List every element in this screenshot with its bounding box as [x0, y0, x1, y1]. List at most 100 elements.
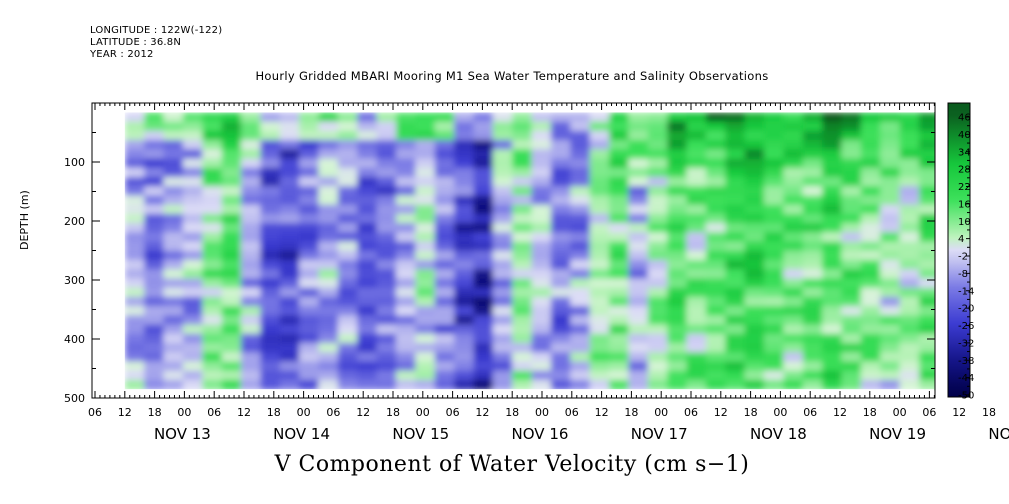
heatmap-cell	[725, 287, 746, 298]
heatmap-cell	[473, 379, 494, 391]
heatmap-cell	[899, 177, 920, 188]
heatmap-cell	[202, 213, 223, 225]
heatmap-cell	[609, 333, 630, 344]
heatmap-cell	[550, 241, 572, 252]
heatmap-cell	[376, 296, 397, 308]
heatmap-cell	[492, 333, 514, 344]
heatmap-cell	[647, 250, 669, 261]
heatmap-cell	[492, 149, 514, 160]
heatmap-cell	[318, 223, 339, 234]
heatmap-cell	[202, 361, 223, 372]
heatmap-cell	[415, 241, 436, 252]
heatmap-cell	[163, 250, 184, 261]
heatmap-cell	[880, 112, 901, 123]
heatmap-cell	[318, 278, 339, 289]
heatmap-cell	[822, 213, 843, 225]
x-tick-label: 18	[148, 406, 162, 419]
heatmap-cell	[550, 379, 572, 391]
heatmap-cell	[667, 177, 688, 188]
heatmap-cell	[241, 130, 262, 142]
heatmap-cell	[124, 223, 146, 234]
heatmap-cell	[919, 186, 935, 197]
heatmap-cell	[163, 130, 184, 142]
heatmap-cell	[802, 130, 824, 142]
heatmap-cell	[337, 315, 359, 326]
heatmap-cell	[182, 112, 204, 123]
heatmap-cell	[705, 149, 727, 160]
heatmap-cell	[899, 315, 920, 326]
heatmap-cell	[744, 379, 765, 391]
colorbar-label: -26	[958, 321, 974, 332]
heatmap-cell	[919, 379, 935, 391]
heatmap-cell	[725, 296, 746, 308]
heatmap-cell	[434, 306, 456, 317]
heatmap-cell	[570, 250, 591, 261]
colorbar: 46 40 34 28 22 16 10 4 -2 -8 -14 -20 -26 -32 -38 -44 -50	[947, 102, 974, 402]
heatmap-cell	[202, 379, 223, 391]
heatmap-cell	[512, 158, 533, 169]
heatmap-cell	[647, 260, 669, 271]
heatmap-cell	[318, 370, 339, 381]
heatmap-cell	[919, 167, 935, 178]
heatmap-cell	[279, 361, 301, 372]
heatmap-cell	[841, 177, 862, 188]
heatmap-cell	[725, 232, 746, 243]
heatmap-cell	[647, 379, 669, 391]
heatmap-cell	[725, 121, 746, 132]
heatmap-cell	[609, 278, 630, 289]
heatmap-cell	[473, 223, 494, 234]
heatmap-cell	[454, 204, 475, 215]
heatmap-cell	[492, 177, 514, 188]
colorbar-label: -20	[958, 304, 974, 315]
heatmap-cell	[144, 241, 165, 252]
heatmap-cell	[822, 306, 843, 317]
heatmap-cell	[318, 186, 339, 197]
heatmap-cell	[899, 149, 920, 160]
x-day-label: NOV 16	[512, 425, 569, 443]
heatmap-cell	[357, 343, 378, 354]
heatmap-cell	[318, 140, 339, 151]
heatmap-cell	[589, 195, 611, 206]
heatmap-cell	[550, 370, 572, 381]
heatmap-cell	[357, 296, 378, 308]
heatmap-cell	[221, 333, 243, 344]
heatmap-cell	[337, 278, 359, 289]
heatmap-cell	[609, 241, 630, 252]
heatmap-cell	[531, 204, 552, 215]
heatmap-cell	[163, 213, 184, 225]
year-label: YEAR : 2012	[90, 49, 154, 60]
heatmap-cell	[570, 361, 591, 372]
heatmap-cell	[202, 177, 223, 188]
heatmap-cell	[337, 333, 359, 344]
x-axis-ticks: 06 12 18 00 06 12 18 00 06 12 18 00 06 12 18 00 06 12 18 00…	[88, 103, 1009, 443]
no-data-region	[93, 389, 934, 397]
heatmap-cell	[531, 232, 552, 243]
heatmap-cell	[589, 232, 611, 243]
heatmap-cell	[880, 296, 901, 308]
heatmap-cell	[686, 352, 707, 363]
heatmap-cell	[376, 379, 397, 391]
heatmap-cell	[822, 232, 843, 243]
heatmap-cell	[454, 324, 475, 335]
heatmap-cell	[357, 269, 378, 280]
heatmap-cell	[337, 223, 359, 234]
heatmap-cell	[241, 379, 262, 391]
heatmap-cell	[260, 343, 281, 354]
x-tick-label: 12	[475, 406, 489, 419]
heatmap-cell	[182, 343, 204, 354]
heatmap-cell	[376, 158, 397, 169]
heatmap-cell	[589, 287, 611, 298]
heatmap-cell	[609, 361, 630, 372]
heatmap-cell	[473, 167, 494, 178]
heatmap-cell	[163, 204, 184, 215]
heatmap-cell	[241, 296, 262, 308]
heatmap-cell	[589, 278, 611, 289]
heatmap-cell	[376, 361, 397, 372]
heatmap-cell	[880, 213, 901, 225]
heatmap-cell	[512, 177, 533, 188]
x-tick-label: 18	[624, 406, 638, 419]
heatmap-cell	[221, 296, 243, 308]
heatmap-cell	[531, 241, 552, 252]
heatmap-cell	[202, 250, 223, 261]
heatmap-cell	[396, 149, 417, 160]
